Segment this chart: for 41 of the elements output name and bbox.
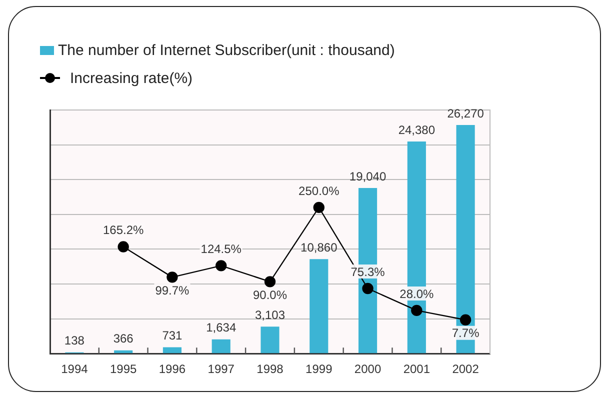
data-label: 10,860 [300, 240, 338, 254]
legend-label: Increasing rate(%) [70, 70, 193, 86]
x-tick-label: 1998 [256, 362, 284, 376]
x-tick-label: 2002 [452, 362, 480, 376]
point [118, 241, 129, 252]
bar [212, 339, 230, 354]
data-label: 75.3% [350, 264, 386, 279]
x-tick-label: 1994 [61, 362, 88, 376]
bar [114, 350, 133, 354]
data-label: 366 [113, 332, 134, 346]
point [264, 276, 276, 288]
data-label: 7.7% [452, 326, 480, 340]
data-label: 3,103 [254, 308, 286, 322]
data-label: 90.0% [252, 288, 288, 302]
x-tick-label: 1996 [158, 362, 186, 376]
x-tick-label: 1999 [306, 362, 333, 376]
data-label: 99.7% [155, 283, 190, 298]
bar [162, 347, 182, 354]
x-tick-label: 2001 [403, 362, 430, 376]
data-label: 250.0% [298, 184, 340, 198]
data-label: 165.2% [102, 223, 144, 238]
data-label: 24,380 [398, 122, 436, 137]
x-tick-label: 2000 [354, 362, 382, 376]
point [411, 304, 422, 316]
data-label: 1,634 [206, 320, 236, 335]
data-label: 124.5% [200, 242, 242, 256]
data-label: 19,040 [349, 169, 386, 184]
data-label: 731 [162, 328, 183, 343]
bar [310, 259, 328, 354]
x-tick-label: 1997 [208, 362, 235, 376]
data-label: 28.0% [400, 286, 434, 301]
point [460, 314, 472, 326]
x-tick-label: 1995 [110, 362, 138, 376]
data-label: 26,270 [447, 106, 484, 120]
point [166, 272, 178, 283]
point [362, 282, 374, 294]
legend-label: The number of Internet Subscriber(unit : thousand) [58, 42, 395, 58]
data-label: 138 [64, 334, 85, 348]
point [313, 202, 324, 214]
bar [260, 326, 280, 354]
point [216, 260, 227, 272]
